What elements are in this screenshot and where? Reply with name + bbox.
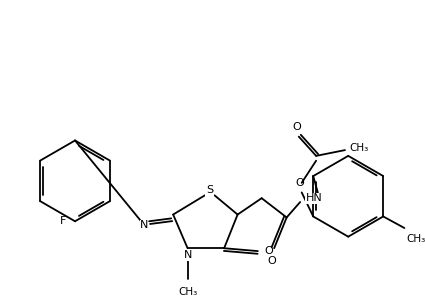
Text: N: N [140, 220, 148, 230]
Text: S: S [206, 185, 213, 196]
Text: CH₃: CH₃ [350, 143, 369, 153]
Text: O: O [268, 256, 277, 266]
Text: HN: HN [306, 193, 323, 203]
Text: N: N [184, 250, 192, 260]
Text: O: O [295, 178, 304, 188]
Text: O: O [264, 246, 273, 256]
Text: CH₃: CH₃ [406, 234, 425, 244]
Text: O: O [292, 122, 301, 132]
Text: F: F [60, 216, 66, 226]
Text: CH₃: CH₃ [178, 287, 197, 297]
